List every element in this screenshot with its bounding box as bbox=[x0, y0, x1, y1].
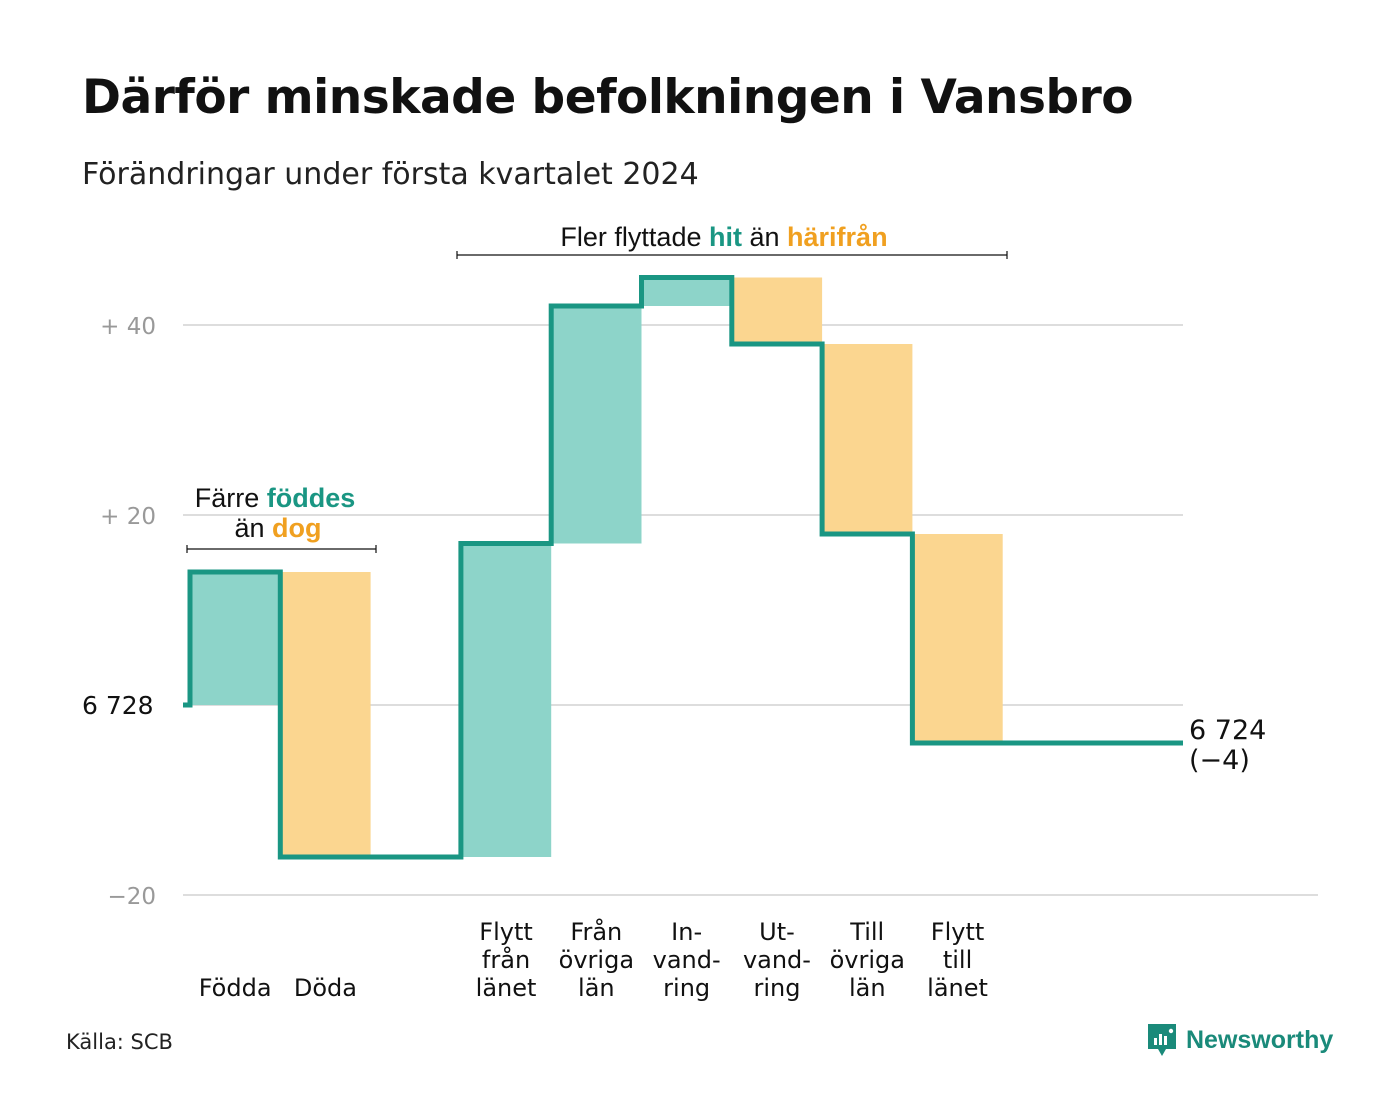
running-total-line bbox=[183, 275, 1183, 860]
x-category-label: Flytt till länet bbox=[927, 918, 988, 1002]
y-tick-label: + 40 bbox=[100, 314, 156, 340]
x-category-label: Födda bbox=[199, 974, 272, 1002]
x-category-label: Döda bbox=[294, 974, 357, 1002]
chart-title: Därför minskade befolkningen i Vansbro bbox=[82, 70, 1134, 125]
newsworthy-logo-icon bbox=[1148, 1024, 1176, 1056]
x-category-label: Från övriga län bbox=[559, 917, 634, 1002]
chart-subtitle: Förändringar under första kvartalet 2024 bbox=[82, 157, 699, 192]
end-change-label: (−4) bbox=[1189, 745, 1250, 776]
annotation-births-deaths-line2: än dog bbox=[234, 513, 321, 543]
decrease-bar bbox=[280, 572, 371, 857]
x-category-label: Ut-vand-ring bbox=[743, 918, 811, 1002]
increase-bar bbox=[641, 277, 732, 306]
brand-logo: Newsworthy bbox=[1146, 1022, 1333, 1058]
x-category-label: Till övriga län bbox=[830, 918, 905, 1002]
decrease-bar bbox=[912, 534, 1003, 743]
annotation-births-deaths-line1: Färre föddes bbox=[195, 483, 356, 513]
source-note: Källa: SCB bbox=[66, 1030, 173, 1054]
decrease-bar bbox=[822, 344, 913, 534]
annotation-migration: Fler flyttade hit än härifrån bbox=[560, 222, 887, 252]
x-category-label: Flytt från länet bbox=[476, 918, 537, 1002]
y-tick-label: −20 bbox=[107, 884, 156, 910]
y-tick-label: + 20 bbox=[100, 504, 156, 530]
increase-bar bbox=[460, 543, 552, 857]
x-category-label: In-vand-ring bbox=[653, 918, 721, 1002]
start-value-label: 6 728 bbox=[82, 691, 154, 720]
increase-bar bbox=[551, 306, 642, 544]
decrease-bar bbox=[731, 277, 823, 344]
increase-bar bbox=[190, 572, 281, 705]
brand-name: Newsworthy bbox=[1186, 1025, 1334, 1054]
end-value-label: 6 724 bbox=[1189, 715, 1266, 746]
